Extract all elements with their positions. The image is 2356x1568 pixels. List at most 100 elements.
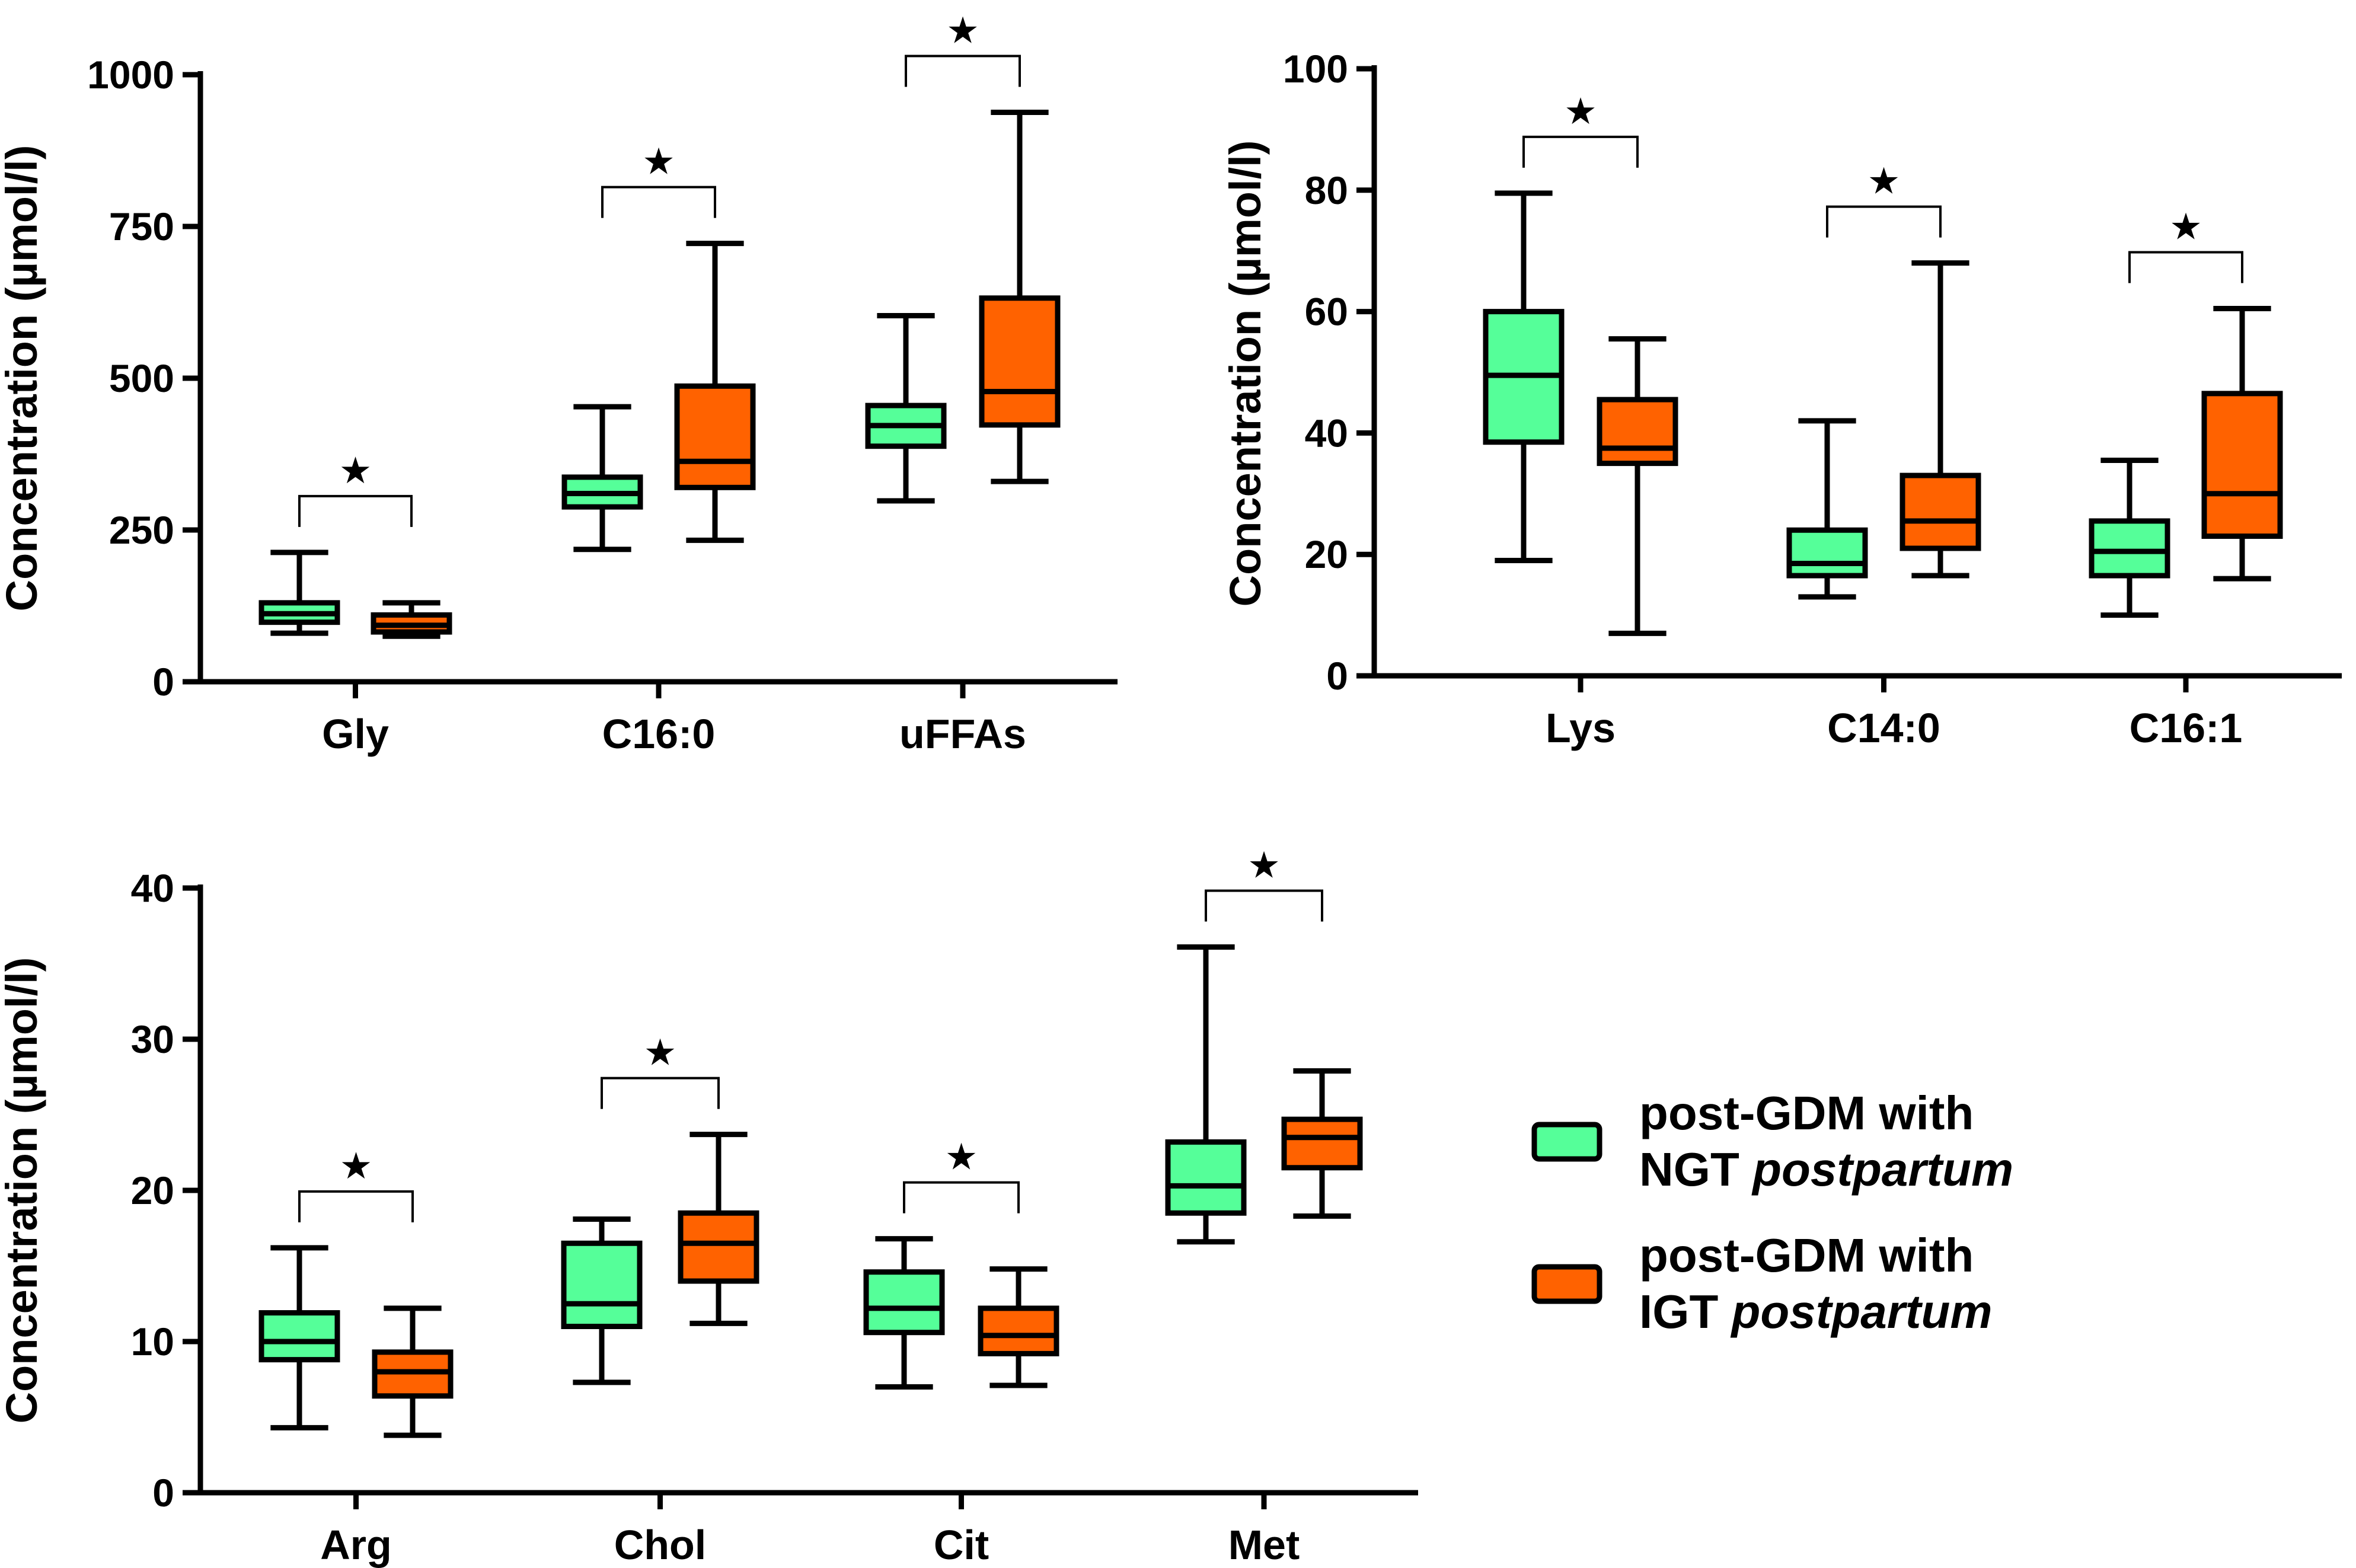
y-tick-label: 0	[1326, 654, 1348, 698]
significance-star: ★	[945, 1137, 978, 1178]
significance-star: ★	[2169, 206, 2202, 247]
significance-marker: ★	[1826, 161, 1942, 238]
y-tick-label: 0	[152, 1471, 174, 1515]
box-iqr	[863, 1269, 945, 1336]
y-tick-label: 40	[131, 866, 174, 910]
legend-label-ngt-line2: NGT postpartum	[1639, 1143, 2013, 1196]
y-tick-label: 500	[109, 356, 174, 400]
box-C14:0-igt	[1900, 260, 1981, 579]
legend-label-igt-line1: post-GDM with	[1639, 1229, 1974, 1282]
legend: post-GDM with NGT postpartum post-GDM wi…	[1531, 1087, 2013, 1338]
box-Lys-igt	[1597, 336, 1678, 636]
box-Chol-igt	[678, 1132, 759, 1326]
x-tick-label: C14:0	[1827, 705, 1940, 751]
significance-bracket	[1826, 205, 1942, 238]
legend-label-igt-line2: IGT postpartum	[1639, 1285, 1993, 1338]
significance-star: ★	[1564, 91, 1597, 132]
box-iqr	[2089, 518, 2170, 579]
category-group-Arg: Arg ★	[258, 1146, 454, 1568]
x-tick-label: Cit	[934, 1522, 989, 1568]
y-tick-label: 20	[131, 1168, 174, 1212]
y-tick-label: 40	[1305, 411, 1348, 455]
category-group-C16:1: C16:1 ★	[2089, 206, 2283, 751]
x-tick-label: Chol	[614, 1522, 707, 1568]
box-iqr	[1900, 472, 1981, 551]
significance-marker: ★	[2128, 206, 2243, 283]
box-uFFAs-igt	[979, 109, 1061, 484]
significance-star: ★	[1867, 161, 1901, 202]
box-C16:1-igt	[2201, 305, 2283, 582]
significance-bracket	[601, 1077, 720, 1109]
legend-label-ngt-line1: post-GDM with	[1639, 1087, 1974, 1139]
y-tick-label: 30	[131, 1017, 174, 1061]
legend-igt-prefix: IGT	[1639, 1285, 1732, 1338]
significance-bracket	[601, 186, 716, 218]
significance-star: ★	[339, 451, 372, 491]
significance-bracket	[2128, 251, 2243, 283]
box-Chol-ngt	[561, 1216, 643, 1385]
legend-ngt-prefix: NGT	[1639, 1143, 1752, 1196]
significance-marker: ★	[1205, 845, 1323, 922]
box-iqr	[1165, 1139, 1247, 1216]
significance-star: ★	[946, 10, 979, 51]
legend-swatch-ngt	[1531, 1122, 1602, 1162]
significance-marker: ★	[298, 451, 413, 527]
significance-star: ★	[1247, 845, 1281, 886]
box-Gly-ngt	[258, 550, 340, 636]
significance-marker: ★	[601, 1033, 720, 1109]
category-group-Lys: Lys ★	[1483, 91, 1678, 751]
y-tick-label: 250	[109, 508, 174, 552]
box-iqr	[1281, 1116, 1363, 1171]
significance-bracket	[903, 1181, 1020, 1213]
legend-swatch-igt	[1531, 1264, 1602, 1304]
box-C16:0-ngt	[561, 404, 643, 553]
significance-marker: ★	[298, 1146, 414, 1222]
y-tick-label: 20	[1305, 532, 1348, 576]
y-tick-label: 10	[131, 1320, 174, 1363]
category-group-C14:0: C14:0 ★	[1786, 161, 1981, 751]
y-axis-title: Concentration (µmol/l)	[1221, 140, 1270, 607]
box-Lys-ngt	[1483, 190, 1565, 563]
category-group-C16:0: C16:0 ★	[561, 142, 756, 757]
y-tick-label: 80	[1305, 168, 1348, 212]
significance-bracket	[298, 494, 413, 527]
x-tick-label: Gly	[322, 711, 389, 757]
box-iqr	[2201, 391, 2283, 539]
x-tick-label: C16:0	[602, 711, 716, 757]
significance-bracket	[1522, 135, 1639, 168]
box-C14:0-ngt	[1786, 418, 1868, 600]
significance-star: ★	[340, 1146, 373, 1187]
significance-marker: ★	[903, 1137, 1020, 1213]
box-Cit-igt	[978, 1266, 1059, 1388]
significance-bracket	[1205, 889, 1323, 922]
box-Arg-igt	[372, 1305, 454, 1438]
box-Met-ngt	[1165, 944, 1247, 1245]
box-iqr	[1597, 397, 1678, 467]
box-uFFAs-ngt	[865, 313, 947, 504]
x-tick-label: C16:1	[2130, 705, 2243, 751]
chart-panels: 0 250 500 750 10 0 0 Concentration (µmol/l) Gly ★…	[0, 10, 2342, 1568]
y-tick-label: 60	[1305, 290, 1348, 334]
legend-ngt-italic: postpartum	[1751, 1143, 2013, 1196]
x-tick-label: uFFAs	[899, 711, 1026, 757]
category-group-Cit: Cit ★	[863, 1137, 1059, 1568]
category-group-Chol: Chol ★	[561, 1033, 759, 1568]
category-group-Met: Met ★	[1165, 845, 1363, 1568]
category-group-uFFAs: uFFAs ★	[865, 10, 1061, 757]
box-iqr	[678, 1210, 759, 1284]
box-iqr	[979, 295, 1061, 428]
box-iqr	[258, 1310, 340, 1363]
y-tick-label: 750	[109, 205, 174, 248]
box-Gly-igt	[371, 600, 452, 639]
significance-marker: ★	[905, 10, 1021, 87]
box-iqr	[978, 1305, 1059, 1356]
y-axis-title: Concentration (µmol/l)	[0, 145, 46, 612]
significance-star: ★	[642, 142, 675, 183]
significance-star: ★	[644, 1033, 677, 1074]
y-tick-label: 0	[152, 660, 174, 704]
significance-marker: ★	[601, 142, 716, 218]
significance-marker: ★	[1522, 91, 1639, 168]
box-iqr	[674, 383, 756, 490]
box-C16:1-ngt	[2089, 457, 2170, 618]
